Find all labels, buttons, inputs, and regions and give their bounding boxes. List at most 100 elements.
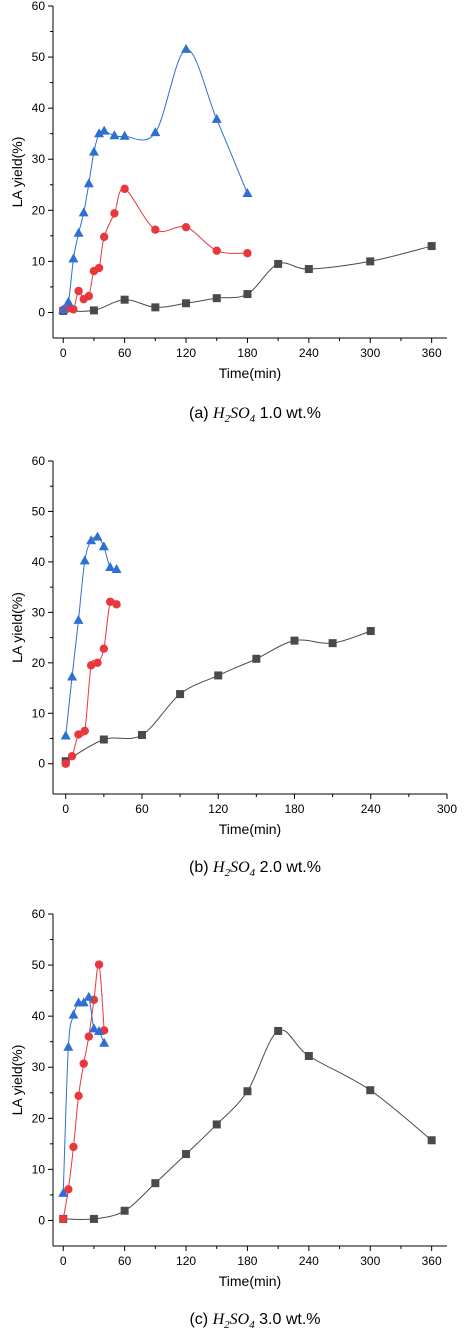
- y-tick-label: 40: [32, 101, 46, 115]
- y-tick-label: 20: [32, 203, 46, 217]
- y-tick-label: 20: [32, 656, 46, 670]
- data-point: [86, 535, 97, 545]
- series-square: [61, 627, 375, 766]
- data-point: [211, 113, 222, 123]
- data-point: [73, 614, 84, 624]
- caption-formula-h: H: [212, 405, 226, 422]
- data-point: [212, 1120, 221, 1129]
- data-point: [150, 127, 161, 137]
- caption-formula-so: SO: [230, 405, 250, 422]
- data-point: [182, 299, 191, 308]
- x-axis-label: Time(min): [219, 1273, 281, 1289]
- data-point: [99, 735, 108, 744]
- data-point: [105, 561, 116, 571]
- caption-formula-sub: 4: [249, 1319, 255, 1331]
- caption-formula-h: H: [212, 1311, 226, 1328]
- data-point: [151, 303, 160, 312]
- data-point: [63, 1041, 74, 1051]
- data-point: [89, 1214, 98, 1223]
- data-point: [243, 1087, 252, 1096]
- data-point: [68, 253, 79, 263]
- data-point: [120, 184, 129, 194]
- x-tick-label: 60: [118, 1254, 132, 1268]
- series-triangle: [60, 531, 122, 740]
- caption-formula-sub: 2: [224, 1319, 230, 1331]
- data-point: [120, 1206, 129, 1215]
- x-tick-label: 120: [208, 802, 228, 816]
- data-point: [243, 249, 252, 258]
- data-point: [98, 541, 109, 551]
- data-point: [366, 627, 375, 636]
- x-tick-label: 300: [360, 1254, 380, 1268]
- y-tick-label: 50: [32, 50, 46, 64]
- data-point: [120, 295, 129, 304]
- caption-label: (a): [189, 405, 209, 422]
- data-point: [84, 1032, 94, 1041]
- data-point: [61, 759, 70, 768]
- data-point: [212, 294, 221, 303]
- data-point: [182, 1150, 191, 1159]
- y-tick-label: 40: [32, 555, 46, 569]
- data-point: [94, 128, 105, 138]
- y-axis-label: LA yield(%): [9, 592, 25, 663]
- data-point: [92, 531, 103, 541]
- data-point: [94, 1025, 105, 1035]
- data-point: [427, 242, 436, 251]
- x-tick-label: 0: [60, 1254, 67, 1268]
- data-point: [69, 305, 78, 314]
- data-point: [78, 207, 89, 217]
- x-tick-label: 0: [60, 346, 67, 360]
- chart-b: 0 10 20 30 40 50 60 0 60 120 180 240 300 Time(min) LA …: [9, 454, 457, 879]
- data-point: [304, 1051, 313, 1060]
- caption-concentration: 1.0 wt.%: [260, 405, 321, 422]
- x-tick-label: 360: [422, 1254, 442, 1268]
- data-point: [73, 227, 84, 237]
- caption-formula-sub: 4: [250, 867, 256, 879]
- data-point: [99, 1037, 110, 1047]
- caption-label: (c): [189, 1311, 208, 1328]
- data-point: [427, 1136, 436, 1145]
- data-point: [79, 555, 90, 565]
- data-point: [252, 654, 261, 663]
- x-tick-label: 300: [360, 346, 380, 360]
- data-point: [366, 1086, 375, 1095]
- y-tick-label: 0: [38, 1213, 45, 1227]
- x-tick-label: 120: [176, 346, 196, 360]
- data-point: [74, 286, 83, 296]
- data-point: [86, 661, 96, 670]
- x-tick-label: 180: [284, 802, 304, 816]
- y-tick-label: 50: [32, 958, 46, 972]
- caption-formula-so: SO: [230, 859, 250, 876]
- y-tick-label: 30: [32, 605, 46, 619]
- data-point: [176, 690, 185, 699]
- x-tick-label: 300: [437, 802, 457, 816]
- series-triangle: [58, 43, 253, 314]
- data-point: [78, 997, 89, 1007]
- y-tick-label: 60: [32, 0, 46, 13]
- data-point: [84, 291, 94, 301]
- data-point: [83, 991, 94, 1001]
- data-point: [274, 1026, 283, 1035]
- x-tick-label: 240: [299, 346, 319, 360]
- y-tick-label: 10: [32, 706, 46, 720]
- data-point: [59, 1214, 68, 1224]
- data-point: [304, 265, 313, 274]
- series-line: [62, 995, 105, 1194]
- data-point: [274, 259, 283, 268]
- data-point: [94, 960, 104, 969]
- caption-concentration: 2.0 wt.%: [260, 859, 321, 876]
- data-point: [181, 222, 191, 232]
- y-tick-label: 20: [32, 1111, 46, 1125]
- data-point: [119, 130, 130, 140]
- chart-a: 0 10 20 30 40 50 60 0 60 120 180 240 300 360 Time(min)…: [9, 0, 447, 425]
- data-point: [67, 751, 77, 761]
- series-circle: [59, 960, 109, 1224]
- caption-concentration: 3.0 wt.%: [259, 1311, 320, 1328]
- series-square: [59, 242, 436, 315]
- data-point: [58, 1187, 69, 1197]
- caption-formula-sub: 4: [250, 413, 256, 425]
- data-point: [64, 1185, 73, 1194]
- x-tick-label: 180: [237, 346, 257, 360]
- chart-caption-b: (b) H2SO4 2.0 wt.%: [189, 859, 321, 879]
